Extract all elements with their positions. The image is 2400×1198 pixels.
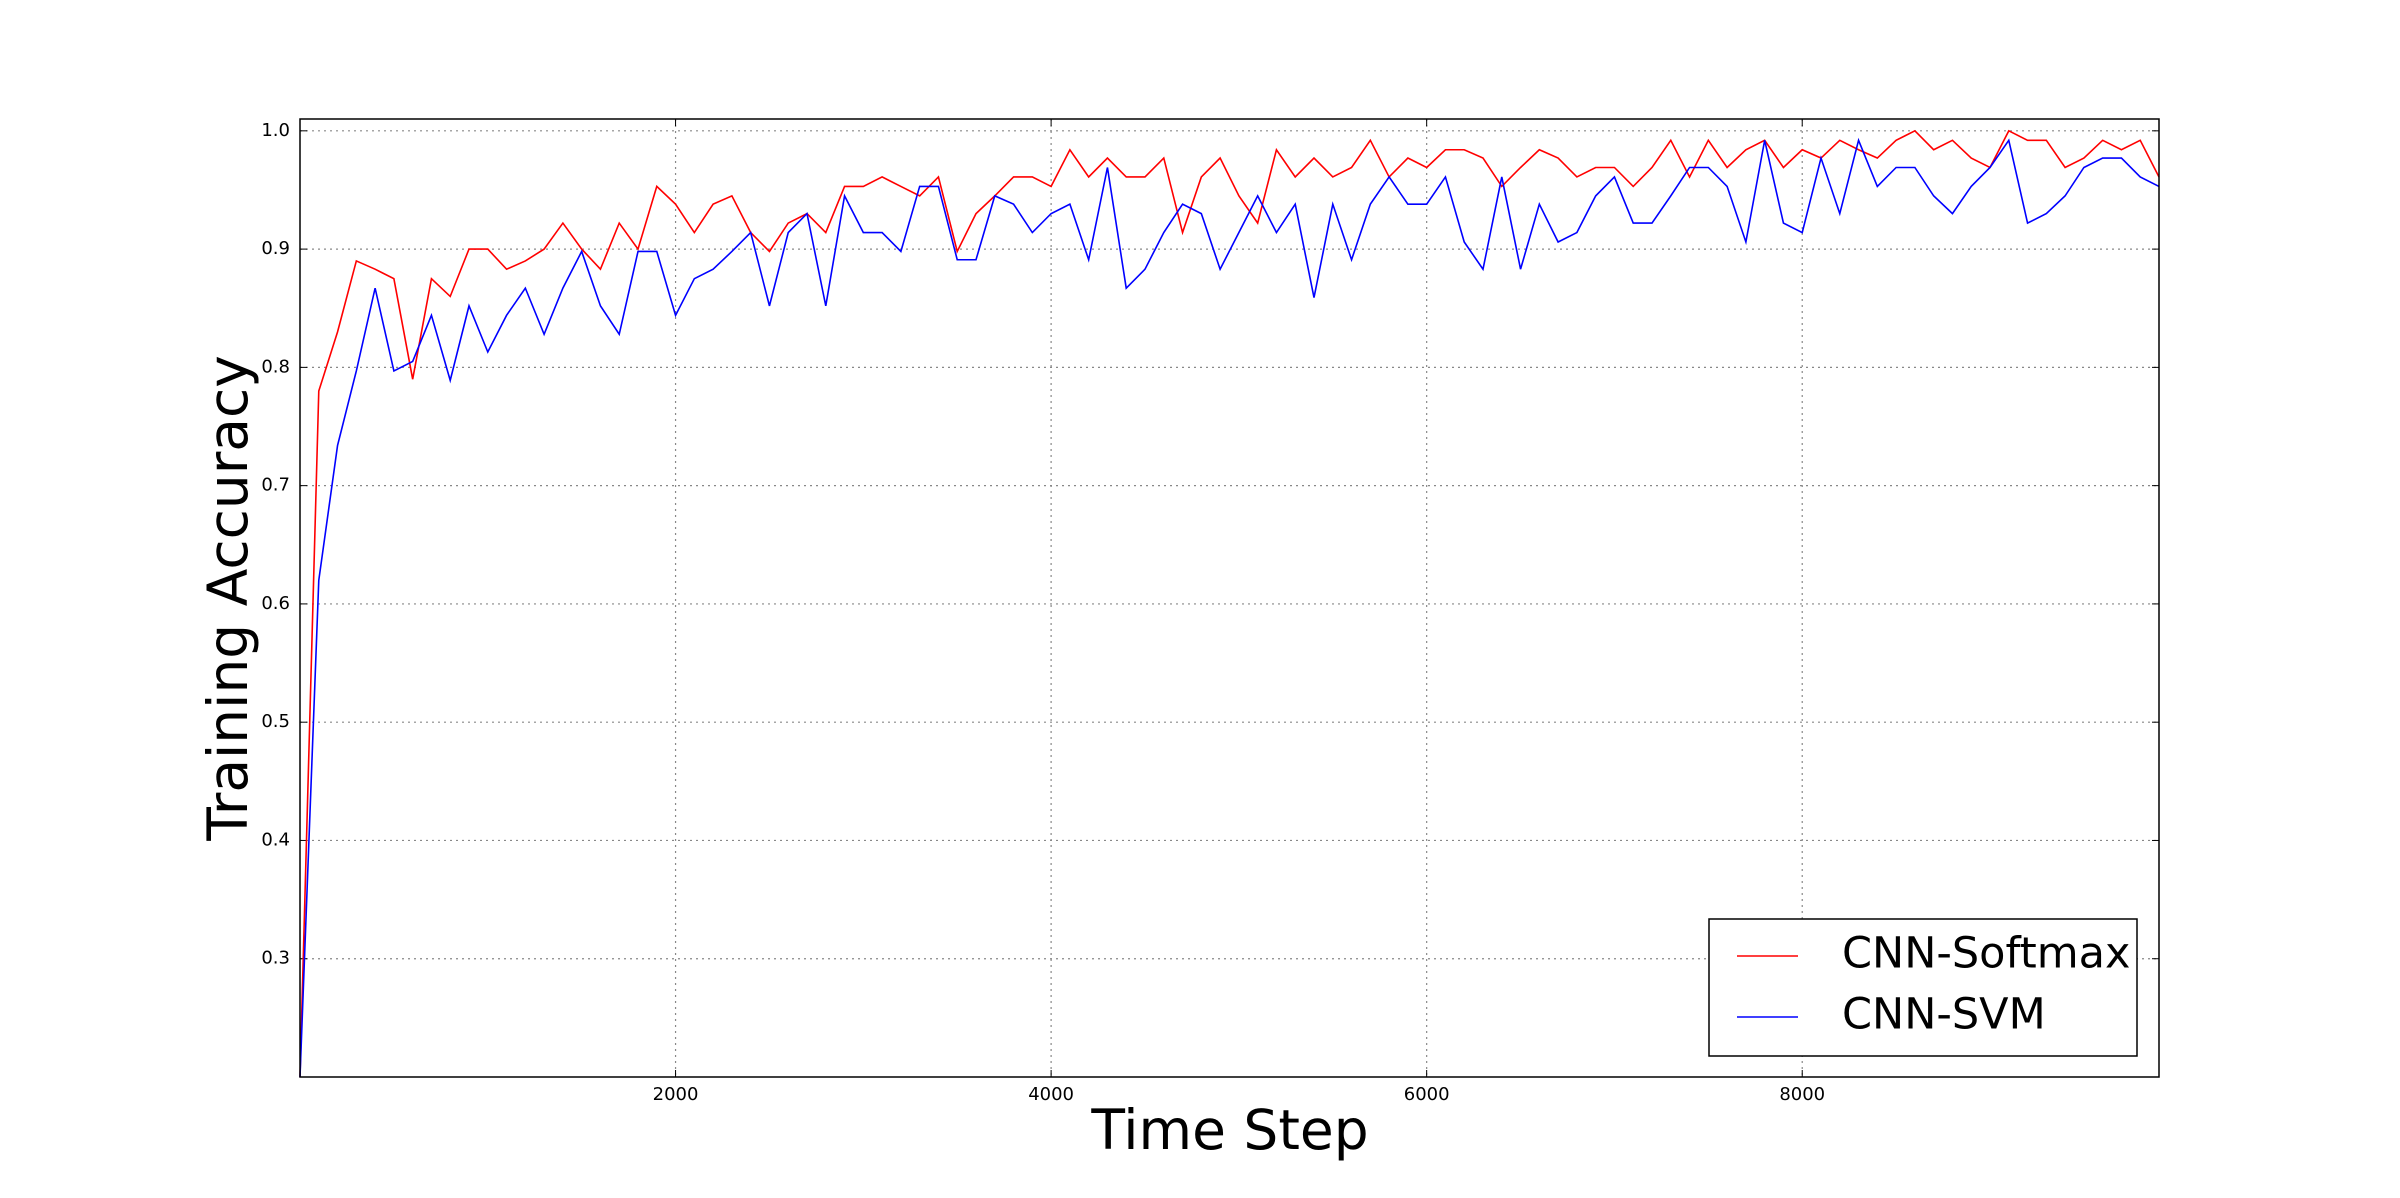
y-tick-label: 0.9 [261,238,290,259]
y-tick-label: 0.6 [261,593,290,614]
x-tick-label: 8000 [1779,1084,1825,1105]
x-tick-label: 2000 [653,1084,699,1105]
y-tick-label: 1.0 [261,120,290,141]
legend-label: CNN-Softmax [1842,929,2130,979]
x-axis-label: Time Step [1090,1098,1368,1162]
y-axis-label: Training Accuracy [196,355,260,842]
x-tick-label: 4000 [1028,1084,1074,1105]
y-tick-label: 0.5 [261,711,290,732]
y-tick-label: 0.7 [261,475,290,496]
y-tick-label: 0.3 [261,948,290,969]
y-tick-label: 0.8 [261,356,290,377]
x-tick-label: 6000 [1404,1084,1450,1105]
y-tick-label: 0.4 [261,829,290,850]
series-line [299,129,2160,1078]
legend-box [1708,918,2138,1057]
series-line [299,137,2160,1078]
plot-frame [299,118,2160,1078]
legend-label: CNN-SVM [1842,990,2046,1040]
